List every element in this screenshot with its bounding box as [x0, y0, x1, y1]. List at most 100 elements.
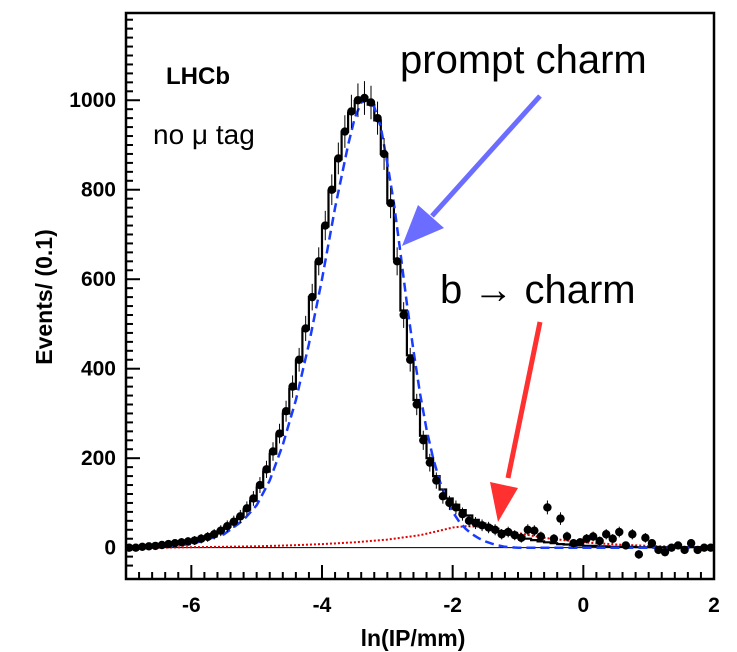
data-point — [621, 541, 630, 550]
data-point — [164, 539, 173, 549]
data-point — [530, 526, 539, 535]
data-point — [510, 530, 519, 540]
data-point — [602, 530, 611, 539]
data-point — [543, 503, 552, 512]
data-point — [517, 533, 526, 543]
data-point — [432, 476, 441, 485]
data-point — [347, 107, 356, 116]
data-point — [504, 527, 513, 537]
data-point — [373, 113, 382, 123]
data-point — [667, 543, 676, 552]
data-point — [242, 504, 252, 513]
data-point — [458, 509, 467, 519]
prompt-charm-label: prompt charm — [400, 38, 647, 82]
data-point — [582, 534, 591, 543]
data-point — [144, 542, 154, 551]
data-point — [170, 539, 180, 548]
data-point — [275, 429, 284, 438]
data-point — [490, 525, 500, 534]
data-point — [700, 543, 709, 552]
data-point — [680, 545, 689, 555]
x-tick-label: -2 — [443, 594, 462, 617]
data-point — [615, 527, 624, 537]
data-point — [327, 185, 336, 194]
data-point — [157, 540, 167, 550]
data-point — [216, 526, 225, 535]
series-total-fit-line — [126, 99, 714, 549]
data-point — [451, 503, 461, 512]
x-tick-label: -6 — [182, 594, 201, 617]
data-point — [190, 536, 199, 545]
plot-content — [125, 81, 715, 559]
data-point — [386, 198, 395, 208]
data-point — [471, 518, 480, 528]
data-point — [464, 516, 474, 526]
data-point — [438, 492, 448, 501]
data-point — [634, 550, 644, 559]
data-point — [223, 522, 232, 531]
data-point — [484, 523, 493, 532]
data-point — [412, 400, 421, 409]
data-point — [255, 480, 265, 490]
plot-frame — [124, 11, 716, 581]
data-point — [693, 545, 702, 555]
data-point — [628, 530, 637, 539]
data-point — [549, 534, 559, 543]
data-point — [569, 539, 578, 548]
data-point — [177, 538, 186, 547]
data-point — [641, 533, 650, 543]
data-point — [301, 324, 310, 333]
experiment-label: LHCb — [166, 63, 230, 90]
y-tick-label: 200 — [81, 447, 116, 470]
data-point — [268, 447, 278, 456]
prompt-charm-arrow — [402, 94, 542, 246]
data-point — [556, 514, 565, 523]
data-point — [138, 542, 147, 551]
x-tick-label: -4 — [313, 594, 332, 617]
data-point — [321, 221, 330, 230]
data-point — [497, 530, 506, 539]
data-point — [686, 539, 696, 548]
x-tick-label: 2 — [708, 594, 720, 617]
data-point — [183, 537, 193, 546]
data-point — [308, 292, 317, 302]
b-to-charm-label: b → charm — [440, 268, 636, 312]
data-point — [399, 310, 408, 320]
data-point — [660, 547, 670, 557]
data-point — [203, 532, 212, 542]
y-tick-label: 0 — [104, 537, 116, 560]
data-point — [575, 538, 585, 547]
data-point — [196, 534, 206, 543]
b-to-charm-arrow — [490, 321, 543, 522]
x-axis-title: ln(IP/mm) — [361, 625, 466, 651]
y-tick-label: 800 — [81, 179, 116, 202]
y-tick-label: 600 — [81, 268, 116, 291]
data-point — [673, 541, 683, 550]
y-axis-title: Events/ (0.1) — [31, 229, 57, 365]
data-point — [379, 149, 389, 159]
data-point — [445, 498, 454, 508]
data-point — [562, 532, 572, 541]
x-tick-label: 0 — [577, 594, 589, 617]
data-point — [392, 257, 402, 266]
data-point — [281, 407, 291, 416]
data-point — [314, 257, 323, 266]
data-point — [249, 494, 258, 503]
data-point — [229, 517, 238, 526]
data-point — [477, 521, 487, 530]
data-point — [294, 355, 304, 364]
data-point — [406, 355, 415, 364]
data-point — [595, 536, 604, 546]
data-point — [334, 154, 343, 163]
data-point — [419, 436, 428, 445]
y-tick-label: 400 — [81, 358, 116, 381]
selection-label: no μ tag — [153, 119, 255, 150]
data-point — [340, 127, 350, 136]
data-point — [647, 539, 657, 548]
data-point — [151, 541, 160, 551]
data-point — [288, 382, 297, 391]
data-point — [608, 534, 617, 543]
data-point — [425, 458, 434, 467]
data-point — [262, 465, 271, 474]
